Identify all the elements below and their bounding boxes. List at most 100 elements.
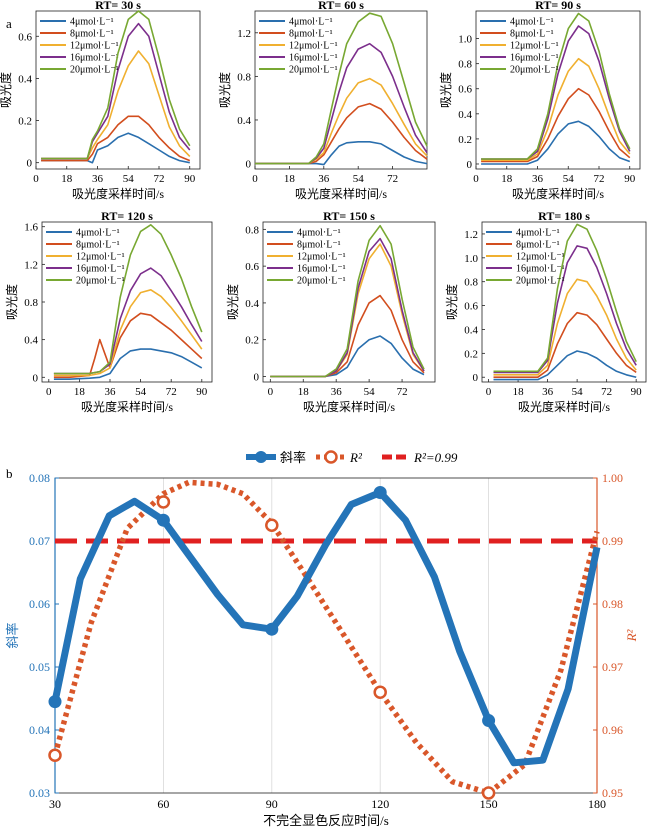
x-tick-label: 54 (563, 173, 575, 185)
y-tick-label: 0.6 (464, 301, 478, 313)
r2-marker (48, 748, 62, 762)
y-tick-label: 0.8 (245, 224, 259, 236)
y-tick-label: 0.4 (24, 335, 38, 347)
x-tick-label: 18 (61, 173, 73, 185)
r2-series-line (52, 479, 600, 796)
legend-marker-r2 (324, 450, 338, 464)
plot-frame (262, 221, 436, 383)
x-tick-label: 120 (371, 797, 389, 811)
chart-title: RT= 150 s (323, 209, 375, 223)
y-right-tick-label: 0.97 (602, 660, 623, 674)
x-tick-label: 90 (196, 386, 208, 398)
y-tick-label: 0 (246, 159, 252, 171)
y-right-tick-label: 0.96 (602, 723, 623, 737)
series-line-2 (41, 115, 191, 162)
x-tick-label: 54 (135, 386, 147, 398)
x-tick-label: 0 (268, 386, 274, 398)
plot-frame (481, 221, 647, 383)
series-line-3 (53, 288, 203, 377)
legend-entry: 8μmol·L⁻¹ (516, 240, 560, 251)
x-axis-label: 吸光度采样时间/s (512, 186, 604, 201)
chart-panel-1: 0 18 36 54 72 90 0 0.2 0.4 0.6 RT= 30 s 吸光度采样时间/s 吸光… (0, 0, 201, 201)
slope-series-line (51, 489, 601, 767)
panel-label-a: a (6, 16, 12, 31)
legend-entry: 12μmol·L⁻¹ (297, 252, 346, 263)
y-tick-label: 0 (33, 372, 39, 384)
y-tick-label: 0.05 (29, 660, 50, 674)
x-tick-label: 90 (624, 173, 636, 185)
y-tick-label: 0.8 (458, 59, 472, 71)
y-tick-label: 1.0 (464, 253, 478, 265)
y-right-tick-label: 0.98 (602, 597, 623, 611)
legend-entry-ref: R²=0.99 (413, 450, 458, 465)
series-line-2 (493, 311, 637, 379)
y-tick-label: 0.2 (245, 335, 259, 347)
chart-title: RT= 90 s (535, 0, 581, 12)
legend-entry: 20μmol·L⁻¹ (70, 65, 119, 76)
x-tick-label: 36 (532, 173, 544, 185)
x-tick-label: 54 (123, 173, 135, 185)
y-axis-label: 吸光度 (444, 284, 459, 320)
y-tick-label: 0 (473, 372, 479, 384)
x-tick-label: 90 (631, 386, 643, 398)
r2-marker (156, 495, 171, 509)
legend-entry: 16μmol·L⁻¹ (70, 53, 119, 64)
series-line-2 (481, 87, 631, 163)
chart-title: RT= 180 s (538, 209, 590, 223)
x-tick-label: 72 (154, 173, 165, 185)
legend-entry: 16μmol·L⁻¹ (510, 53, 559, 64)
y-right-tick-label: 0.95 (602, 786, 623, 800)
x-tick-label: 18 (298, 386, 310, 398)
x-tick-label: 54 (364, 386, 376, 398)
panel-label-b: b (6, 466, 13, 481)
series-line-2 (53, 312, 203, 379)
legend-entry: 8μmol·L⁻¹ (510, 29, 554, 40)
legend-entry: 8μmol·L⁻¹ (297, 240, 341, 251)
slope-marker (156, 513, 170, 527)
series-line-3 (255, 77, 428, 165)
plot-frame (254, 10, 428, 170)
series-line-1 (255, 141, 428, 166)
series-line-1 (493, 350, 637, 381)
y-axis-label: 吸光度 (0, 72, 13, 108)
y-axis-label: 吸光度 (4, 284, 19, 320)
legend-entry: 12μmol·L⁻¹ (70, 41, 119, 52)
series-line-4 (493, 245, 637, 374)
y-tick-label: 0.4 (458, 109, 472, 121)
y-tick-label: 0.03 (29, 786, 50, 800)
y-right-tick-label: 1.00 (602, 471, 623, 485)
chart-panel-2: 0 18 36 54 72 0 0.4 0.8 1.2 RT= 60 s 吸光度采样时间/s 吸光度 4… (217, 0, 428, 201)
series-line-1 (53, 348, 203, 381)
legend-entry: 4μmol·L⁻¹ (297, 228, 341, 239)
legend-entry: 12μmol·L⁻¹ (516, 252, 565, 263)
chart-title: RT= 120 s (101, 209, 153, 223)
y-axis-label: 吸光度 (225, 284, 240, 320)
y-tick-label: 0.6 (18, 31, 32, 43)
y-tick-label: 0.2 (464, 348, 478, 360)
slope-marker (373, 485, 387, 499)
y-tick-label: 0 (467, 159, 473, 171)
x-tick-label: 18 (74, 386, 86, 398)
y-tick-label: 0.08 (29, 471, 50, 485)
x-tick-label: 72 (166, 386, 177, 398)
x-tick-label: 36 (318, 173, 330, 185)
r2-marker (481, 786, 496, 800)
legend: 斜率 R² R²=0.99 (246, 450, 458, 465)
x-axis-label: 吸光度采样时间/s (81, 399, 173, 414)
y-tick-label: 0.4 (18, 73, 32, 85)
x-axis-label: 吸光度采样时间/s (295, 186, 387, 201)
legend-marker-slope (255, 451, 267, 463)
legend-entry: 4μmol·L⁻¹ (510, 17, 554, 28)
y-tick-label: 1.2 (464, 229, 478, 241)
x-tick-label: 18 (513, 386, 525, 398)
chart-title: RT= 60 s (318, 0, 364, 12)
y-tick-label: 0 (27, 158, 33, 170)
y-tick-label: 1.0 (458, 34, 472, 46)
x-tick-label: 90 (266, 797, 278, 811)
x-tick-label: 36 (92, 173, 104, 185)
y-axis-label: 吸光度 (438, 72, 453, 108)
x-tick-label: 72 (397, 386, 408, 398)
legend-entry: 8μmol·L⁻¹ (70, 29, 114, 40)
x-tick-label: 36 (331, 386, 343, 398)
